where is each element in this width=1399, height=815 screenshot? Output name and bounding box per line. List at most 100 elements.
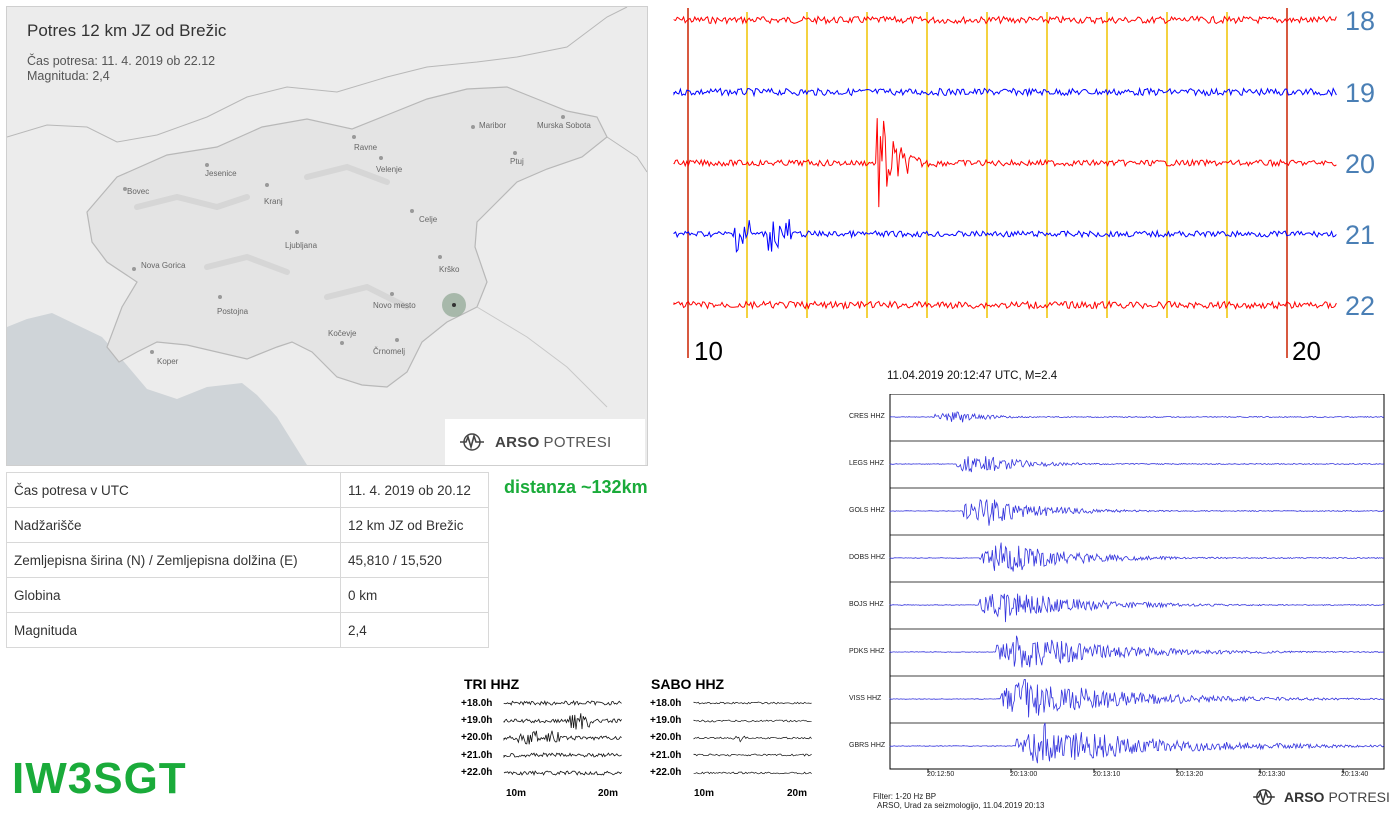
callsign: IW3SGT xyxy=(12,754,187,803)
map-title: Potres 12 km JZ od Brežic xyxy=(27,21,227,40)
info-label: Globina xyxy=(6,577,341,613)
city-label: Ravne xyxy=(354,143,378,152)
earthquake-info-table: Čas potresa v UTC 11. 4. 2019 ob 20.12 Na… xyxy=(6,472,489,648)
info-value: 12 km JZ od Brežic xyxy=(340,507,489,543)
info-label: Nadžarišče xyxy=(6,507,341,543)
arso-logo[interactable]: ARSO POTRESI xyxy=(445,419,645,465)
info-value: 45,810 / 15,520 xyxy=(340,542,489,578)
network-header: 11.04.2019 20:12:47 UTC, M=2.4 xyxy=(887,370,1058,382)
station-label: VISS HHZ xyxy=(849,695,882,702)
city-label: Postojna xyxy=(217,307,249,316)
drum-row-label: +18.0h xyxy=(461,698,493,709)
table-row: Magnituda 2,4 xyxy=(6,612,489,648)
drum-trace xyxy=(503,770,622,777)
network-trace xyxy=(889,542,1385,572)
distance-label: distanza ~132km xyxy=(504,477,648,497)
drum-x-start: 10m xyxy=(694,788,715,799)
network-trace xyxy=(889,635,1385,668)
drum-trace xyxy=(693,719,812,723)
station-label: BOJS HHZ xyxy=(849,601,884,608)
drum-row-label: +21.0h xyxy=(650,750,682,761)
drum-row-label: +22.0h xyxy=(461,767,493,778)
slovenia-map-graphic xyxy=(7,7,647,465)
city-label: Kranj xyxy=(264,197,283,206)
map-magnitude-line: Magnituda: 2,4 xyxy=(27,69,110,83)
drum-x-end: 20m xyxy=(787,788,808,799)
time-tick-label: 20:13:20 xyxy=(1176,771,1204,778)
arso-logo-light: POTRESI xyxy=(1328,789,1390,805)
city-label: Nova Gorica xyxy=(141,261,186,270)
time-tick-label: 20:13:00 xyxy=(1010,771,1038,778)
info-value: 0 km xyxy=(340,577,489,613)
station-label: GBRS HHZ xyxy=(849,742,886,749)
network-waveforms xyxy=(889,394,1385,773)
drum-traces xyxy=(503,699,812,777)
drum-trace xyxy=(503,713,622,730)
earthquake-map[interactable]: Potres 12 km JZ od Brežic Čas potresa: 1… xyxy=(6,6,648,466)
city-label: Krško xyxy=(439,265,460,274)
drum-row-label: +19.0h xyxy=(650,715,682,726)
arso-logo-bold: ARSO xyxy=(1284,789,1325,805)
helicorder-trace xyxy=(673,300,1337,311)
network-trace xyxy=(889,499,1384,526)
city-label: Ptuj xyxy=(510,157,524,166)
drum-row-label: +20.0h xyxy=(461,732,493,743)
map-time-line: Čas potresa: 11. 4. 2019 ob 22.12 xyxy=(27,54,216,68)
drum-trace xyxy=(503,752,622,758)
drum-x-start: 10m xyxy=(506,788,527,799)
drum-row-label: +20.0h xyxy=(650,732,682,743)
map-subtitle: Čas potresa: 11. 4. 2019 ob 22.12 Magnit… xyxy=(27,54,215,84)
city-label: Murska Sobota xyxy=(537,121,591,130)
station-label: CRES HHZ xyxy=(849,413,885,420)
helicorder-hour-label: 20 xyxy=(1345,149,1376,179)
drum-x-end: 20m xyxy=(598,788,619,799)
station-label: PDKS HHZ xyxy=(849,648,885,655)
network-trace xyxy=(889,722,1385,764)
helicorder-hour-label: 22 xyxy=(1345,291,1376,321)
city-label: Črnomelj xyxy=(373,347,406,356)
drum-trace xyxy=(693,753,812,757)
arso-logo-bottom[interactable]: ARSO POTRESI xyxy=(1252,788,1390,806)
table-row: Globina 0 km xyxy=(6,577,489,613)
arso-logo-bold: ARSO xyxy=(495,433,540,451)
city-label: Novo mesto xyxy=(373,301,416,310)
helicorder-plot xyxy=(673,8,1337,358)
station-label: LEGS HHZ xyxy=(849,460,885,467)
time-tick-label: 20:13:10 xyxy=(1093,771,1121,778)
network-filter-text: Filter: 1-20 Hz BP xyxy=(873,792,937,801)
drum-title: TRI HHZ xyxy=(464,676,520,692)
drum-row-label: +22.0h xyxy=(650,767,682,778)
drum-row-label: +21.0h xyxy=(461,750,493,761)
city-label: Koper xyxy=(157,357,179,366)
helicorder-hour-label: 21 xyxy=(1345,220,1376,250)
helicorder-x-end: 20 xyxy=(1292,336,1321,366)
network-trace xyxy=(889,593,1384,623)
time-tick-label: 20:13:40 xyxy=(1341,771,1369,778)
table-row: Čas potresa v UTC 11. 4. 2019 ob 20.12 xyxy=(6,472,489,508)
helicorder-trace xyxy=(673,219,1337,254)
city-label: Jesenice xyxy=(205,169,237,178)
drum-trace xyxy=(693,701,812,705)
info-value: 2,4 xyxy=(340,612,489,648)
network-trace xyxy=(889,678,1384,718)
drum-trace xyxy=(693,735,812,743)
helicorder-x-start: 10 xyxy=(694,336,723,366)
city-label: Ljubljana xyxy=(285,241,318,250)
network-frame xyxy=(889,394,1385,770)
city-label: Bovec xyxy=(127,187,150,196)
table-row: Zemljepisna širina (N) / Zemljepisna dol… xyxy=(6,542,489,578)
network-footer: Filter: 1-20 Hz BP ARSO, Urad za seizmol… xyxy=(873,792,1045,810)
network-source-text: ARSO, Urad za seizmologijo, 11.04.2019 2… xyxy=(877,801,1045,810)
info-label: Zemljepisna širina (N) / Zemljepisna dol… xyxy=(6,542,341,578)
arso-wave-icon xyxy=(1253,789,1275,805)
info-value: 11. 4. 2019 ob 20.12 xyxy=(340,472,489,508)
helicorder-trace xyxy=(673,118,1337,208)
drum-row-label: +19.0h xyxy=(461,715,493,726)
helicorder-hour-label: 18 xyxy=(1345,6,1376,36)
time-tick-label: 20:12:50 xyxy=(927,771,955,778)
city-label: Celje xyxy=(419,215,438,224)
info-label: Čas potresa v UTC xyxy=(6,472,341,508)
city-label: Maribor xyxy=(479,121,507,130)
helicorder-hour-label: 19 xyxy=(1345,78,1376,108)
network-trace xyxy=(889,456,1385,473)
